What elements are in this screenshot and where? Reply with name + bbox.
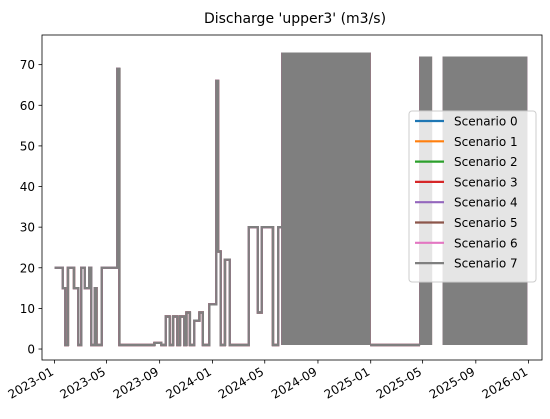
x-tick-label: 2026-01	[480, 364, 530, 401]
x-tick-label: 2023-09	[111, 364, 161, 401]
y-tick-label: 10	[20, 302, 35, 316]
chart-title: Discharge 'upper3' (m3/s)	[204, 11, 386, 27]
legend-label: Scenario 7	[454, 257, 518, 271]
legend: Scenario 0 Scenario 1 Scenario 2 Scenario 3…	[408, 110, 537, 283]
y-tick-label: 0	[27, 343, 35, 357]
y-axis: 0 10 20 30 40 50 60 70	[20, 58, 42, 357]
x-tick-label: 2024-05	[216, 364, 266, 401]
y-tick-label: 60	[20, 99, 35, 113]
y-tick-label: 30	[20, 221, 35, 235]
x-tick-label: 2023-05	[58, 364, 108, 401]
legend-label: Scenario 6	[454, 236, 518, 250]
y-tick-label: 20	[20, 261, 35, 275]
x-tick-label: 2024-01	[163, 364, 213, 401]
legend-box	[408, 110, 537, 283]
series-step-path	[54, 67, 283, 347]
x-tick-label: 2025-09	[427, 364, 477, 401]
x-axis: 2023-01 2023-05 2023-09 2024-01 2024-05 2024-…	[6, 360, 530, 402]
legend-label: Scenario 3	[454, 175, 518, 189]
x-tick-label: 2025-01	[322, 364, 372, 401]
legend-label: Scenario 1	[454, 135, 518, 149]
x-tick-label: 2024-09	[269, 364, 319, 401]
y-tick-label: 40	[20, 180, 35, 194]
y-tick-label: 50	[20, 139, 35, 153]
x-tick-label: 2025-05	[374, 364, 424, 401]
y-tick-label: 70	[20, 58, 35, 72]
legend-label: Scenario 0	[454, 115, 518, 129]
legend-label: Scenario 5	[454, 216, 518, 230]
series-oscillation-path	[281, 52, 322, 345]
plot-frame	[41, 34, 543, 361]
legend-label: Scenario 4	[454, 196, 518, 210]
series-oscillation-path	[321, 52, 371, 345]
x-tick-label: 2023-01	[6, 364, 56, 401]
legend-label: Scenario 2	[454, 155, 518, 169]
